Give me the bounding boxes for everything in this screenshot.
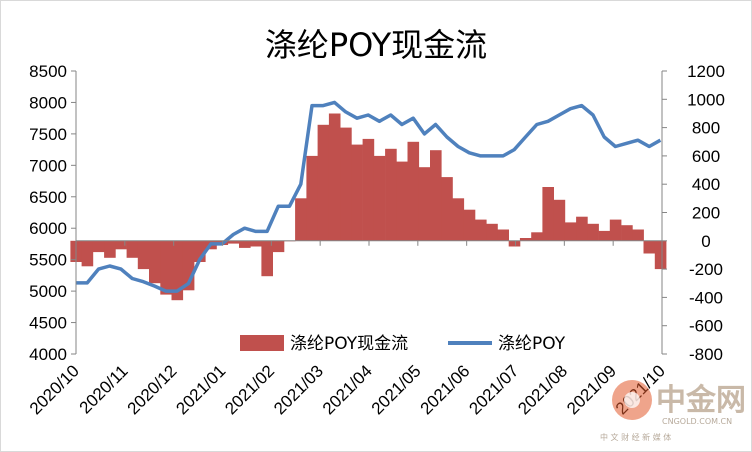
- watermark-tagline: 中 文 财 经 新 媒 体: [600, 432, 671, 442]
- y-left-tick-label: 6000: [29, 219, 67, 238]
- cashflow-bar: [194, 240, 206, 262]
- y-right-tick-label: 1200: [687, 62, 725, 81]
- legend-swatch-cashflow: [240, 335, 284, 351]
- cashflow-bar: [373, 155, 386, 241]
- cashflow-bar: [508, 240, 521, 247]
- cashflow-bar: [362, 138, 375, 241]
- poy-line: [76, 100, 662, 293]
- y-right-tick-label: -800: [689, 345, 723, 364]
- watermark: 中金网 CNGOLD.COM.CN 中 文 财 经 新 媒 体: [600, 380, 746, 442]
- cashflow-bar: [418, 167, 431, 241]
- cashflow-bar: [92, 240, 105, 253]
- cashflow-bar: [654, 240, 667, 270]
- cashflow-bar: [609, 219, 622, 241]
- cashflow-bar: [104, 240, 116, 258]
- cashflow-bar: [239, 240, 251, 248]
- watermark-domain: CNGOLD.COM.CN: [662, 417, 732, 426]
- cashflow-bar: [598, 230, 611, 241]
- cashflow-bar: [531, 232, 543, 241]
- plot-area: [70, 100, 667, 301]
- cashflow-bar: [250, 240, 262, 247]
- cashflow-bar: [643, 240, 656, 254]
- cashflow-bar: [227, 240, 240, 244]
- y-left-tick-label: 8500: [29, 62, 67, 81]
- cashflow-bar: [160, 240, 172, 295]
- y-left-tick-label: 5000: [29, 282, 67, 301]
- cashflow-bar: [587, 223, 599, 241]
- y-right-tick-label: -200: [689, 260, 723, 279]
- y-left-tick-label: 7000: [29, 156, 67, 175]
- cashflow-bar: [149, 240, 161, 284]
- cashflow-bar: [261, 240, 273, 277]
- cashflow-bar: [407, 141, 420, 241]
- watermark-logo-center: [624, 392, 640, 408]
- cashflow-bar: [553, 199, 566, 241]
- legend-label-cashflow: 涤纶POY现金流: [290, 334, 408, 354]
- cashflow-bar: [441, 177, 453, 241]
- cashflow-bar: [576, 216, 588, 241]
- cashflow-bar: [564, 222, 577, 241]
- cashflow-bar: [396, 161, 408, 241]
- y-right-tick-label: 0: [701, 232, 710, 251]
- y-right-tick-label: 1000: [687, 90, 725, 109]
- cashflow-bar: [632, 229, 644, 241]
- cashflow-bar: [430, 150, 442, 241]
- chart-title: 涤纶POY现金流: [265, 26, 487, 64]
- watermark-brand: 中金网: [656, 383, 746, 418]
- cashflow-bar: [385, 148, 397, 241]
- legend-label-poy: 涤纶POY: [498, 334, 566, 354]
- cashflow-bar: [126, 240, 139, 258]
- legend: 涤纶POY现金流 涤纶POY: [240, 334, 566, 354]
- y-left-tick-label: 6500: [29, 188, 67, 207]
- cashflow-bar: [306, 155, 318, 241]
- cashflow-bar: [519, 238, 532, 241]
- cashflow-bar: [328, 113, 341, 241]
- y-left-tick-label: 5500: [29, 251, 67, 270]
- cashflow-bar: [317, 124, 330, 241]
- cashflow-bar: [475, 219, 487, 241]
- cashflow-bar: [486, 223, 498, 241]
- y-left-tick-label: 7500: [29, 125, 67, 144]
- y-left-tick-label: 4500: [29, 314, 67, 333]
- y-right-tick-label: 200: [692, 204, 720, 223]
- y-right-tick-label: 600: [692, 147, 720, 166]
- y-right-tick-label: 800: [692, 119, 720, 138]
- cashflow-bar: [340, 127, 352, 241]
- cashflow-bar: [497, 229, 509, 241]
- y-left-tick-label: 4000: [29, 345, 67, 364]
- cashflow-bar: [351, 144, 363, 241]
- cashflow-bar: [621, 225, 633, 241]
- cashflow-bar: [81, 240, 94, 267]
- cashflow-bar: [115, 240, 127, 250]
- y-right-tick-label: 400: [692, 175, 720, 194]
- cashflow-bar: [542, 187, 554, 241]
- cashflow-bar: [137, 240, 150, 270]
- y-right-tick-label: -400: [689, 288, 723, 307]
- y-left-tick-label: 8000: [29, 93, 67, 112]
- cashflow-bar: [463, 209, 476, 241]
- cashflow-bar: [295, 198, 307, 241]
- cashflow-bar: [272, 240, 285, 253]
- cashflow-bar: [182, 240, 195, 291]
- y-right-tick-label: -600: [689, 317, 723, 336]
- cashflow-bar: [171, 240, 184, 301]
- cashflow-bar: [452, 198, 465, 241]
